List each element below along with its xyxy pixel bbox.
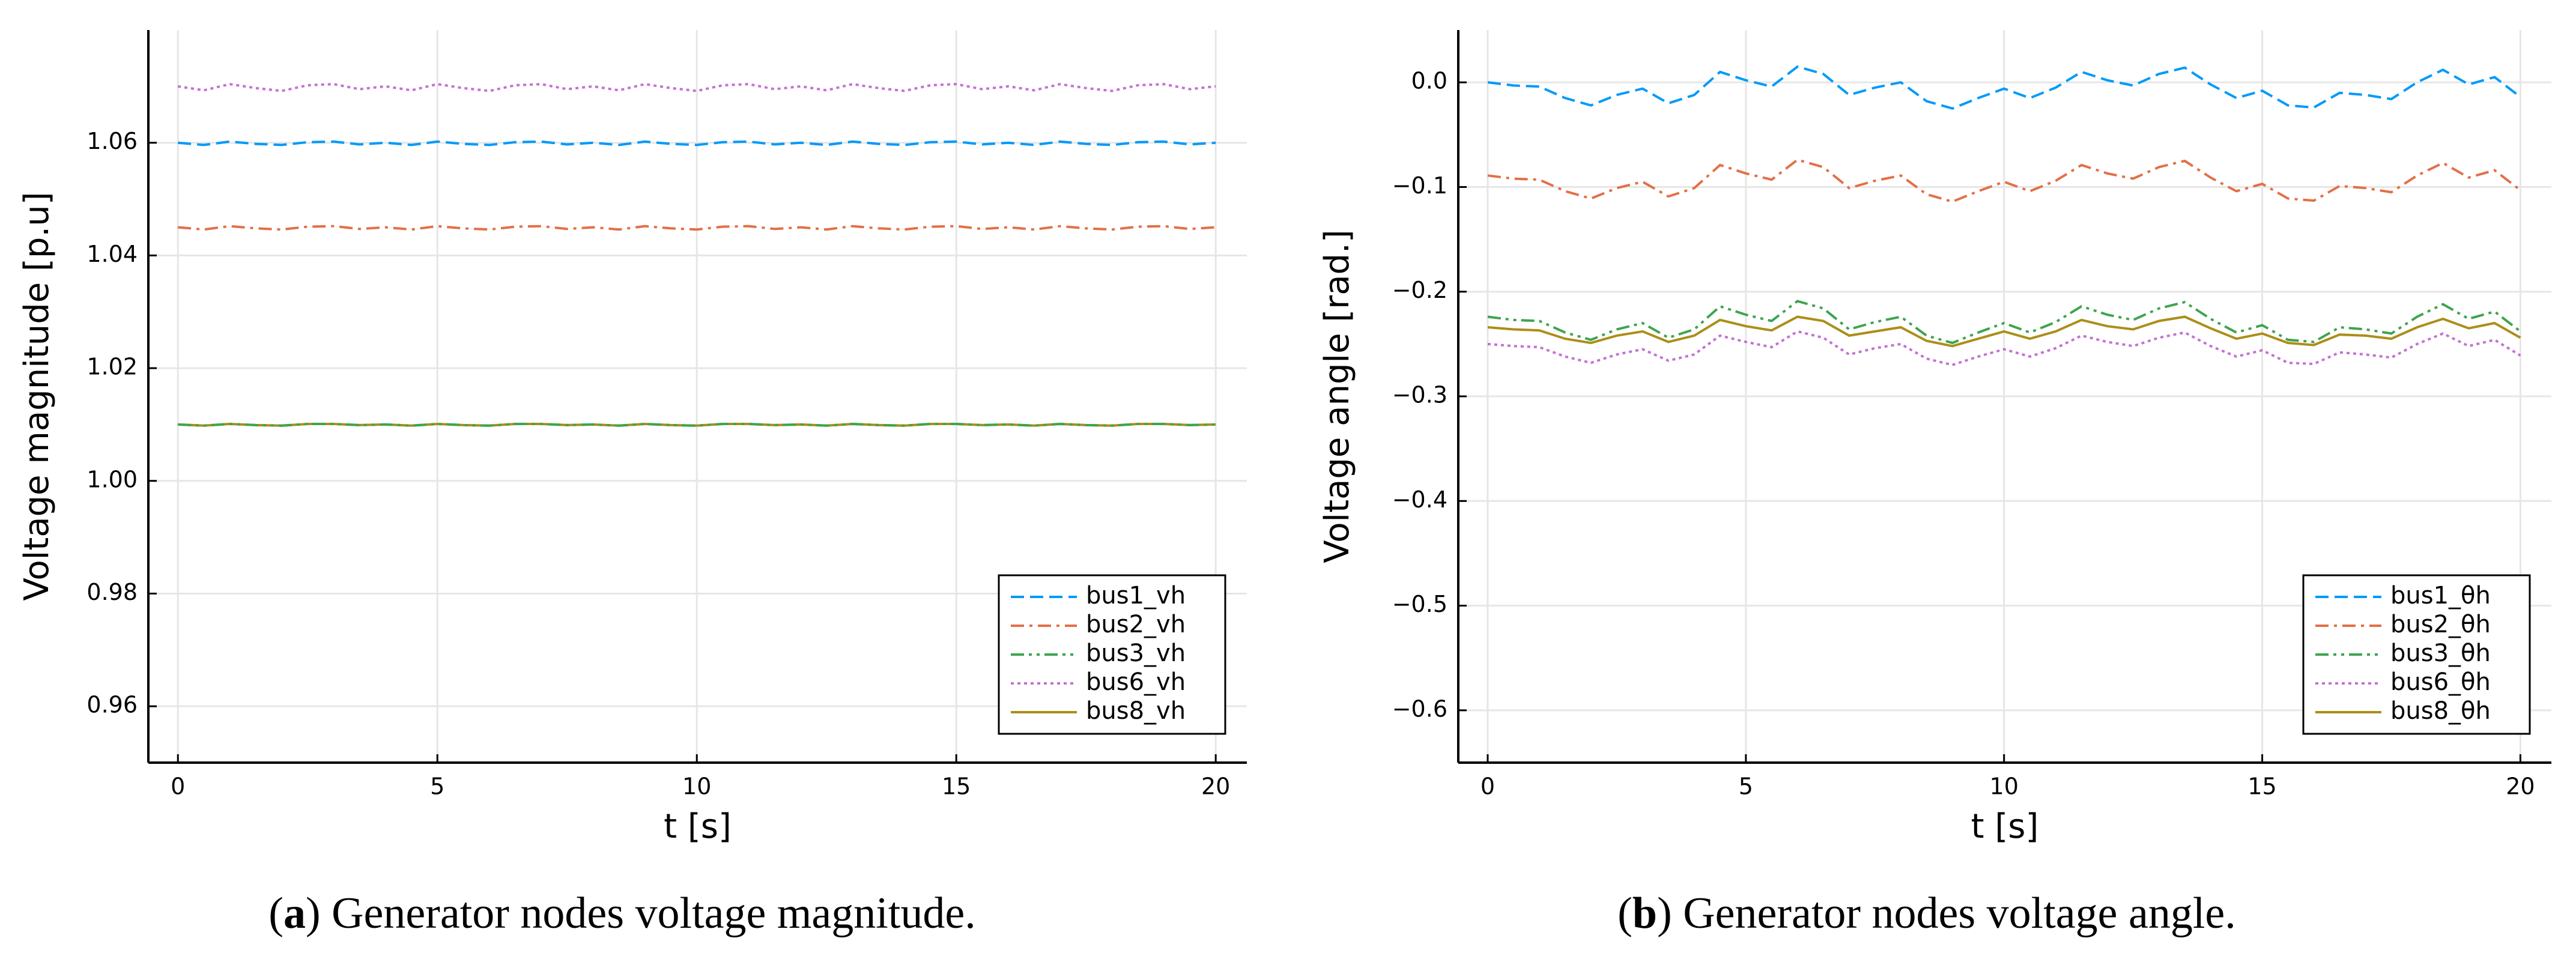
caption-part: (	[1617, 889, 1632, 938]
y-tick-label: 0.98	[86, 579, 138, 605]
y-tick-label: −0.6	[1392, 695, 1447, 722]
legend-label: bus6_θh	[2390, 668, 2491, 696]
series-line	[1487, 158, 2521, 203]
x-tick-label: 5	[1739, 773, 1753, 800]
legend-label: bus2_vh	[1086, 611, 1186, 638]
x-tick-label: 20	[2506, 773, 2535, 800]
legend-label: bus3_θh	[2390, 640, 2491, 667]
caption-part: (	[268, 889, 283, 938]
legend-label: bus8_vh	[1086, 697, 1186, 725]
legend-label: bus3_vh	[1086, 640, 1186, 667]
caption-part: ) Generator nodes voltage magnitude.	[306, 889, 976, 938]
x-tick-label: 15	[2247, 773, 2276, 800]
y-tick-label: 0.96	[86, 692, 138, 718]
x-tick-label: 10	[682, 773, 711, 800]
series-line	[178, 422, 1216, 427]
legend-label: bus6_vh	[1086, 668, 1186, 696]
legend-box	[2302, 574, 2531, 735]
caption-part: a	[283, 889, 306, 938]
y-tick-label: 1.06	[86, 128, 138, 154]
caption: (a) Generator nodes voltage magnitude.	[268, 889, 975, 938]
subplot: −0.6 −0.5 −0.4 −0.3 −0.2 −0.1 0.0 0 5 10 15 20 t [s]…	[1318, 30, 2551, 938]
series-line	[178, 225, 1216, 231]
y-tick-label: −0.5	[1392, 591, 1447, 617]
lines	[1487, 65, 2521, 366]
legend-label: bus8_θh	[2390, 697, 2491, 725]
x-tick-label: 15	[942, 773, 971, 800]
y-tick-label: −0.2	[1392, 277, 1447, 303]
y-tick-label: −0.1	[1392, 172, 1447, 199]
caption-part: b	[1632, 889, 1657, 938]
x-tick-label: 10	[1990, 773, 2019, 800]
x-axis-label: t [s]	[1971, 807, 2039, 846]
y-axis-label: Voltage angle [rad.]	[1318, 229, 1357, 563]
series-line	[1487, 300, 2521, 345]
y-tick-label: 1.04	[86, 241, 138, 267]
legend-box	[998, 574, 1226, 735]
series-line	[1487, 330, 2521, 366]
legend-label: bus1_θh	[2390, 582, 2491, 610]
y-tick-label: 1.00	[86, 466, 138, 492]
legend-label: bus2_θh	[2390, 611, 2491, 638]
lines	[177, 83, 1216, 427]
legend-label: bus1_vh	[1086, 582, 1186, 610]
y-tick-label: −0.4	[1392, 486, 1447, 513]
caption-part: ) Generator nodes voltage angle.	[1657, 889, 2236, 938]
y-tick-label: −0.3	[1392, 382, 1447, 408]
y-tick-label: 1.02	[86, 354, 138, 380]
x-tick-label: 5	[430, 773, 444, 800]
x-axis-label: t [s]	[664, 807, 732, 846]
series-line	[178, 140, 1216, 147]
subplot: 0.96 0.98 1.00 1.02 1.04 1.06 0 5 10 15 20 t [s] Vol…	[17, 30, 1247, 938]
x-tick-label: 0	[171, 773, 185, 800]
x-tick-label: 0	[1480, 773, 1495, 800]
caption: (b) Generator nodes voltage angle.	[1617, 889, 2235, 938]
x-tick-label: 20	[1201, 773, 1230, 800]
series-line	[1487, 65, 2521, 110]
y-tick-label: 0.0	[1411, 68, 1447, 94]
series-line	[1487, 315, 2521, 348]
y-axis-label: Voltage magnitude [p.u]	[17, 192, 56, 601]
